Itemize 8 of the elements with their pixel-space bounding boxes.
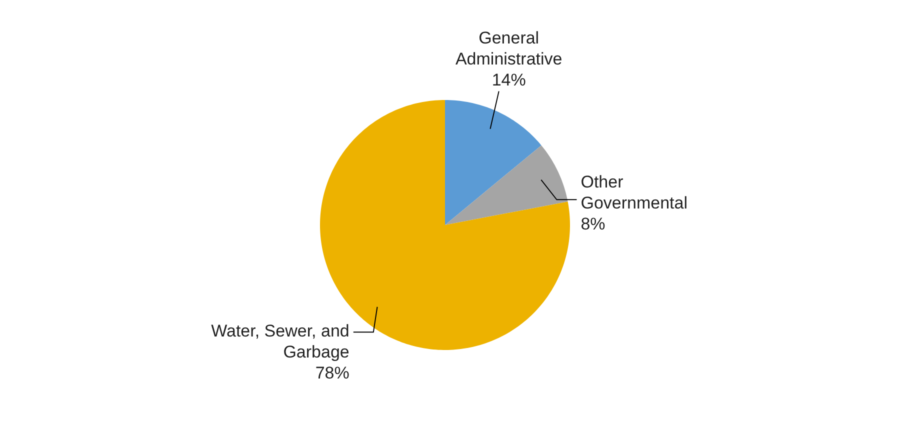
pie-slice (445, 100, 542, 225)
pie-slice (445, 145, 568, 225)
slice-label: Other Governmental (580, 172, 688, 212)
slice-label: Water, Sewer, and Garbage (211, 322, 350, 362)
slice-label: General Administrative (455, 28, 562, 68)
data-label: 14% (492, 70, 526, 90)
data-label: 78% (315, 364, 350, 383)
data-label: 8% (580, 214, 606, 234)
